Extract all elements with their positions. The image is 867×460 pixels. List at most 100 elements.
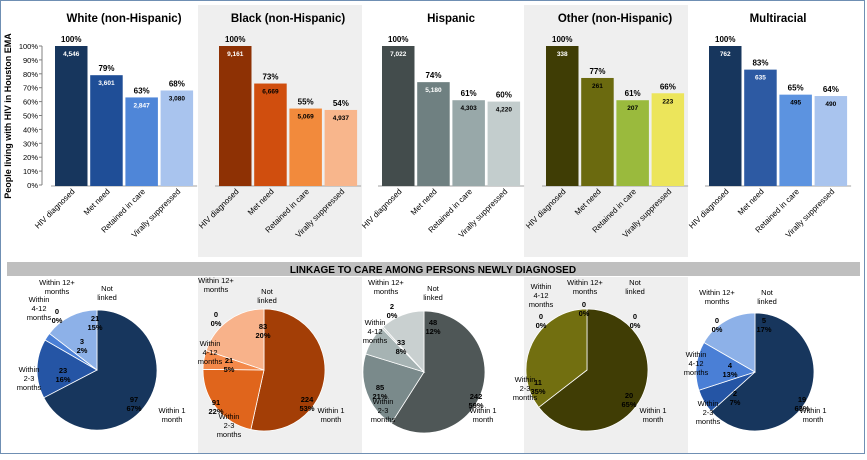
pie-slice-percent: 21% (372, 392, 387, 401)
pie-slice (43, 309, 158, 431)
bar-percent-label: 61% (461, 89, 477, 98)
bar (55, 46, 88, 186)
pie-category-label: months (513, 393, 538, 402)
bar-count-label: 4,303 (461, 105, 478, 112)
pie-category-label: 2-3 (378, 406, 389, 415)
pie-category-label: linked (257, 296, 277, 305)
pie-slice-count: 33 (397, 338, 405, 347)
bar (254, 83, 287, 186)
pie-slice-percent: 5% (224, 365, 235, 374)
pie-slice (710, 312, 815, 432)
bar-count-label: 261 (592, 83, 603, 90)
pie-category-label: Within (19, 365, 40, 374)
pie-slice-count: 224 (301, 395, 314, 404)
bar-count-label: 6,669 (262, 89, 279, 96)
pie-slice-percent: 67% (126, 404, 141, 413)
bar-percent-label: 65% (788, 84, 804, 93)
bar-percent-label: 61% (625, 89, 641, 98)
bar-percent-label: 66% (660, 82, 676, 91)
pie-slice (36, 339, 98, 399)
bar-count-label: 2,847 (134, 102, 151, 109)
pie-category-label: months (371, 415, 396, 424)
pie-category-label: Not (261, 287, 274, 296)
pie-slice-count: 0 (55, 307, 59, 316)
y-tick-label: 30% (23, 139, 38, 148)
pie-slice-count: 97 (130, 395, 138, 404)
bar-percent-label: 79% (98, 64, 114, 73)
bar (219, 46, 252, 186)
pie-category-label: 4-12 (688, 359, 703, 368)
pie-category-label: Within 12+ (368, 278, 404, 287)
bar-count-label: 4,546 (63, 51, 80, 58)
y-tick-label: 100% (19, 42, 39, 51)
bar-count-label: 490 (825, 101, 836, 108)
pie-slice-percent: 0% (211, 319, 222, 328)
y-tick-label: 20% (23, 153, 38, 162)
bar (814, 96, 848, 186)
bar (452, 100, 485, 186)
pie-slice-percent: 2% (77, 346, 88, 355)
group-title: Hispanic (427, 13, 476, 25)
pie-slice-count: 85 (376, 383, 384, 392)
bar-count-label: 338 (557, 51, 568, 58)
pie-category-label: months (529, 300, 554, 309)
pie-category-label: Within (200, 339, 221, 348)
pie-category-label: Not (629, 278, 642, 287)
pie-slice-percent: 22% (208, 407, 223, 416)
pie-slice-count: 3 (80, 337, 84, 346)
bar-count-label: 5,180 (425, 87, 442, 94)
bar-count-label: 4,220 (496, 107, 513, 114)
group-title: White (non-Hispanic) (67, 13, 182, 25)
pie-slice (205, 308, 265, 371)
pie-category-label: Not (427, 284, 440, 293)
pie-slice (362, 353, 425, 425)
pie-category-label: months (45, 287, 70, 296)
bar-count-label: 635 (755, 75, 766, 82)
pie-section-title-bar (7, 262, 860, 276)
pie-category-label: month (162, 415, 183, 424)
pie-slice-count: 2 (733, 389, 737, 398)
bar-percent-label: 100% (552, 35, 572, 44)
bar-count-label: 3,080 (169, 95, 186, 102)
bar (125, 97, 158, 186)
pie-category-label: Within 1 (639, 406, 666, 415)
bar-count-label: 3,601 (98, 80, 115, 87)
pie-category-label: Within 1 (317, 406, 344, 415)
bar-percent-label: 100% (715, 35, 735, 44)
pie-category-label: month (321, 415, 342, 424)
pie-category-label: linked (625, 287, 645, 296)
pie-slice-percent: 0% (712, 325, 723, 334)
group-title: Multiracial (750, 13, 807, 25)
pie-slice-count: 91 (212, 398, 220, 407)
bar-count-label: 495 (790, 100, 801, 107)
pie-slice-count: 19 (798, 395, 806, 404)
bar (289, 108, 322, 186)
pie-category-label: Within 12+ (198, 276, 234, 285)
pie-slice-percent: 0% (52, 316, 63, 325)
pie-slice-count: 21 (225, 356, 233, 365)
pie-category-label: Within 12+ (567, 278, 603, 287)
pie-slice-count: 2 (390, 302, 394, 311)
x-category-label: Met need (82, 187, 112, 217)
bar-percent-label: 100% (225, 35, 245, 44)
pie-category-label: Within 1 (158, 406, 185, 415)
bar (709, 46, 742, 186)
x-category-label: HIV diagnosed (687, 187, 730, 230)
pie-slice-percent: 12% (425, 327, 440, 336)
pie-slice (202, 368, 265, 431)
pie-slice-count: 0 (582, 300, 586, 309)
pie-slice-count: 20 (625, 391, 633, 400)
bar (744, 69, 777, 186)
pie-slice-count: 0 (539, 312, 543, 321)
pie-category-label: Not (101, 284, 114, 293)
bar-count-label: 207 (627, 105, 638, 112)
bar-count-label: 9,161 (227, 51, 244, 58)
pie-slice-percent: 59% (468, 401, 483, 410)
pie-slice-count: 5 (762, 316, 766, 325)
group-title: Other (non-Hispanic) (558, 13, 673, 25)
bar (417, 82, 450, 186)
bar-percent-label: 60% (496, 91, 512, 100)
pie-slice-percent: 17% (756, 325, 771, 334)
